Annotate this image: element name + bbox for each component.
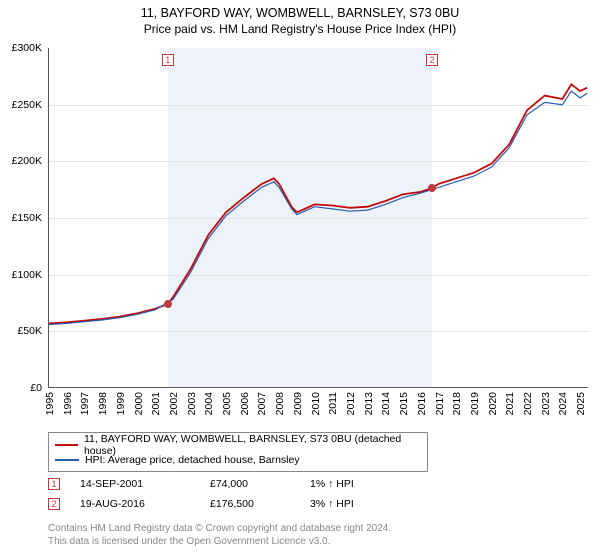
y-tick-label: £250K	[0, 99, 42, 111]
x-tick-label: 1999	[115, 392, 127, 415]
sales-table: 1 14-SEP-2001 £74,000 1% ↑ HPI 2 19-AUG-2016 £…	[48, 474, 588, 514]
sale-row: 2 19-AUG-2016 £176,500 3% ↑ HPI	[48, 494, 588, 514]
sale-date: 14-SEP-2001	[80, 478, 190, 490]
x-tick-label: 2018	[451, 392, 463, 415]
legend-row: 11, BAYFORD WAY, WOMBWELL, BARNSLEY, S73…	[55, 437, 421, 452]
y-tick-label: £200K	[0, 155, 42, 167]
chart: 12 £0£50K£100K£150K£200K£250K£300K199519…	[48, 48, 588, 418]
title-subtitle: Price paid vs. HM Land Registry's House …	[0, 22, 600, 36]
x-tick-label: 2007	[256, 392, 268, 415]
sale-marker-point	[164, 300, 172, 308]
x-tick-label: 2000	[133, 392, 145, 415]
x-tick-label: 2008	[274, 392, 286, 415]
x-tick-label: 2019	[469, 392, 481, 415]
y-tick-label: £150K	[0, 212, 42, 224]
x-tick-label: 1998	[97, 392, 109, 415]
x-tick-label: 2024	[557, 392, 569, 415]
x-tick-label: 1995	[44, 392, 56, 415]
y-tick-label: £300K	[0, 42, 42, 54]
x-tick-label: 2003	[186, 392, 198, 415]
x-tick-label: 2014	[380, 392, 392, 415]
sale-index: 1	[48, 478, 60, 490]
sale-hpi: 3% ↑ HPI	[310, 498, 410, 510]
legend-swatch	[55, 459, 79, 461]
sale-marker-box: 2	[426, 54, 438, 66]
sale-row: 1 14-SEP-2001 £74,000 1% ↑ HPI	[48, 474, 588, 494]
x-tick-label: 2012	[345, 392, 357, 415]
y-tick-label: £100K	[0, 269, 42, 281]
sale-price: £74,000	[210, 478, 290, 490]
y-tick-label: £50K	[0, 325, 42, 337]
x-tick-label: 2017	[434, 392, 446, 415]
x-tick-label: 2013	[363, 392, 375, 415]
x-tick-label: 2015	[398, 392, 410, 415]
x-tick-label: 1996	[62, 392, 74, 415]
footer-line2: This data is licensed under the Open Gov…	[48, 535, 588, 548]
footer-line1: Contains HM Land Registry data © Crown c…	[48, 522, 588, 535]
series-property	[49, 84, 587, 323]
x-tick-label: 2016	[416, 392, 428, 415]
x-tick-label: 2001	[150, 392, 162, 415]
footer-attribution: Contains HM Land Registry data © Crown c…	[48, 522, 588, 548]
title-address: 11, BAYFORD WAY, WOMBWELL, BARNSLEY, S73…	[0, 6, 600, 20]
x-tick-label: 2021	[504, 392, 516, 415]
x-tick-label: 1997	[79, 392, 91, 415]
sale-index: 2	[48, 498, 60, 510]
x-tick-label: 2004	[203, 392, 215, 415]
sale-marker-point	[428, 184, 436, 192]
x-tick-label: 2023	[540, 392, 552, 415]
x-tick-label: 2009	[292, 392, 304, 415]
sale-hpi: 1% ↑ HPI	[310, 478, 410, 490]
x-tick-label: 2020	[487, 392, 499, 415]
x-tick-label: 2006	[239, 392, 251, 415]
x-tick-label: 2002	[168, 392, 180, 415]
sale-marker-box: 1	[162, 54, 174, 66]
sale-date: 19-AUG-2016	[80, 498, 190, 510]
sale-price: £176,500	[210, 498, 290, 510]
x-tick-label: 2010	[310, 392, 322, 415]
x-tick-label: 2011	[327, 392, 339, 415]
legend-label: HPI: Average price, detached house, Barn…	[85, 454, 300, 466]
series-hpi	[49, 91, 587, 324]
x-tick-label: 2025	[575, 392, 587, 415]
legend-swatch	[55, 444, 78, 446]
y-tick-label: £0	[0, 382, 42, 394]
x-tick-label: 2022	[522, 392, 534, 415]
x-tick-label: 2005	[221, 392, 233, 415]
legend: 11, BAYFORD WAY, WOMBWELL, BARNSLEY, S73…	[48, 432, 428, 472]
